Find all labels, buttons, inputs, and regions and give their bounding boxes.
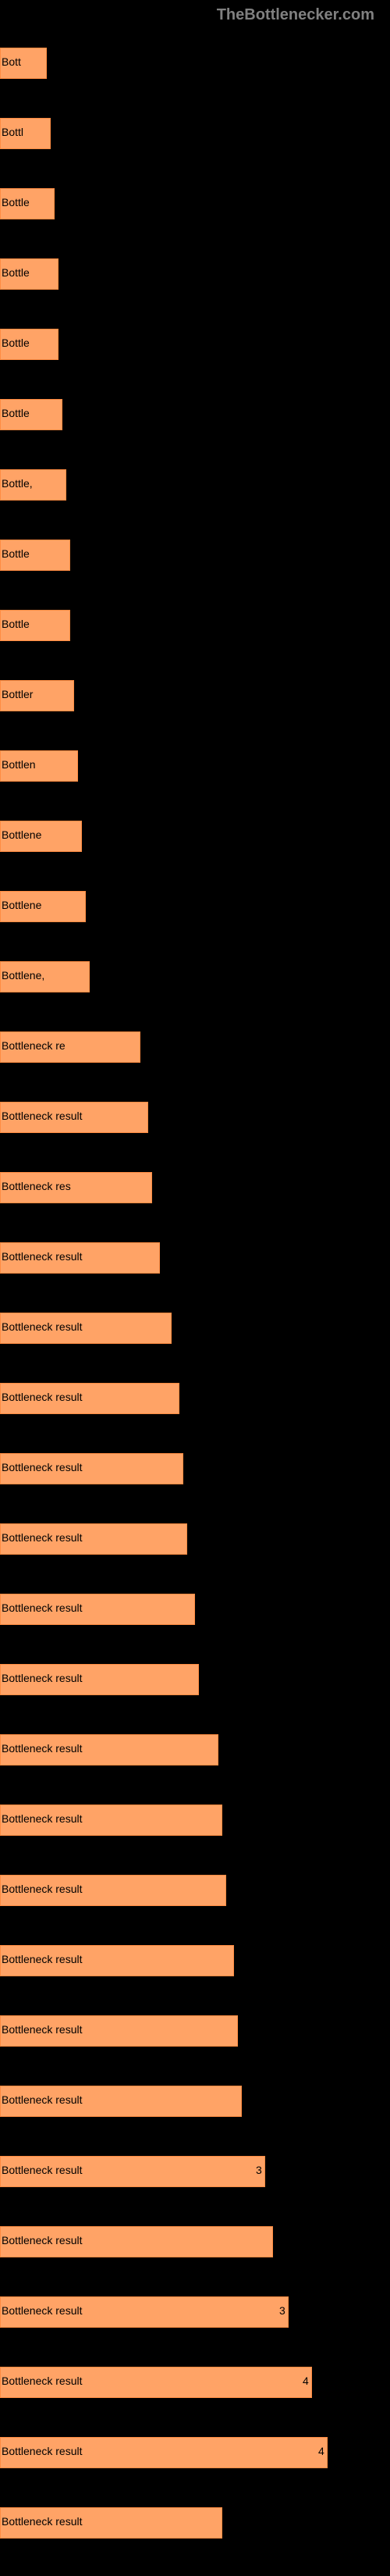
bar-label: Bottleneck result: [2, 2445, 83, 2457]
bar-row: Bottleneck result: [0, 1584, 390, 1655]
bar-label: Bottle: [2, 266, 30, 279]
bar-label: Bott: [2, 55, 21, 68]
bar-row: Bottleneck result: [0, 1514, 390, 1584]
bar-label: Bottleneck result: [2, 1883, 83, 1895]
bar-row: Bottleneck result 3: [0, 2287, 390, 2357]
bar-label: Bottleneck result: [2, 1320, 83, 1333]
bar-row: Bottleneck result: [0, 1303, 390, 1374]
bar-label: Bottleneck result: [2, 1812, 83, 1825]
bar-row: Bottleneck result: [0, 1936, 390, 2006]
bar-label: Bottleneck result: [2, 2375, 83, 2387]
bar-row: Bottleneck result: [0, 2076, 390, 2147]
bar-value: 4: [303, 2375, 309, 2387]
bar-row: Bottleneck result: [0, 1374, 390, 1444]
bar-value: 3: [279, 2304, 285, 2317]
bar-label: Bottleneck result: [2, 1110, 83, 1122]
bar-row: Bottle: [0, 319, 390, 390]
bar-row: Bottleneck result: [0, 2217, 390, 2287]
bar-row: Bottleneck result: [0, 1092, 390, 1163]
bar-row: Bottl: [0, 109, 390, 179]
bar-chart: Bott Bottl Bottle Bottle Bottle Bottle Bottle,…: [0, 30, 390, 2576]
bar-label: Bottle: [2, 337, 30, 349]
bar-row: Bottlene: [0, 811, 390, 882]
bar-label: Bottleneck result: [2, 2164, 83, 2176]
bar-row: Bottleneck result 3: [0, 2147, 390, 2217]
bar-row: Bottleneck result: [0, 1865, 390, 1936]
bar-label: Bottlene,: [2, 969, 44, 982]
bar-label: Bottlene: [2, 899, 41, 911]
bar-label: Bottle: [2, 407, 30, 419]
bar-row: Bott: [0, 38, 390, 109]
bar-row: Bottlen: [0, 741, 390, 811]
bar-label: Bottleneck result: [2, 2093, 83, 2106]
bar-row: Bottleneck result: [0, 2498, 390, 2568]
bar-row: Bottleneck result 4: [0, 2428, 390, 2498]
bar-row: Bottle: [0, 530, 390, 600]
bar-label: Bottleneck re: [2, 1039, 66, 1052]
bar-value: 4: [318, 2445, 324, 2457]
bar-row: Bottler: [0, 671, 390, 741]
site-header: TheBottlenecker.com: [0, 0, 390, 30]
bar-label: Bottleneck result: [2, 2023, 83, 2036]
bar-label: Bottleneck result: [2, 2304, 83, 2317]
bar-label: Bottleneck result: [2, 1672, 83, 1684]
site-title: TheBottlenecker.com: [217, 6, 374, 23]
bar-label: Bottleneck result: [2, 1742, 83, 1755]
bar-row: Bottle: [0, 390, 390, 460]
bar-row: Bottleneck res: [0, 1163, 390, 1233]
bar-row: Bottleneck result: [0, 1655, 390, 1725]
bar-label: Bottle: [2, 618, 30, 630]
bar-row: Bottleneck result 4: [0, 2357, 390, 2428]
bar-row: Bottleneck result: [0, 1795, 390, 1865]
bar-row: Bottlene: [0, 882, 390, 952]
bar-label: Bottleneck result: [2, 1602, 83, 1614]
bar-label: Bottleneck result: [2, 1531, 83, 1544]
bar-label: Bottle: [2, 196, 30, 208]
bar-row: Bottle: [0, 179, 390, 249]
bar-label: Bottleneck res: [2, 1180, 71, 1192]
bar-label: Bottleneck result: [2, 1250, 83, 1263]
bar-label: Bottle: [2, 547, 30, 560]
bar-label: Bottl: [2, 126, 23, 138]
bar-row: Bottle: [0, 249, 390, 319]
bar-row: Bottlene,: [0, 952, 390, 1022]
bar-label: Bottlene: [2, 828, 41, 841]
bar-row: Bottle,: [0, 460, 390, 530]
bar-row: Bottleneck result: [0, 1725, 390, 1795]
bar-value: 3: [256, 2164, 262, 2176]
bar-row: Bottle: [0, 600, 390, 671]
bar-row: Bottleneck result: [0, 1444, 390, 1514]
bar-label: Bottleneck result: [2, 1391, 83, 1403]
bar-label: Bottleneck result: [2, 2515, 83, 2528]
bar-label: Bottleneck result: [2, 1461, 83, 1473]
bar-label: Bottle,: [2, 477, 33, 490]
bar-label: Bottler: [2, 688, 33, 700]
bar-label: Bottlen: [2, 758, 36, 771]
bar-row: Bottleneck re: [0, 1022, 390, 1092]
bar-label: Bottleneck result: [2, 2234, 83, 2246]
bar-label: Bottleneck result: [2, 1953, 83, 1965]
bar-row: Bottleneck result: [0, 2006, 390, 2076]
bar-row: Bottleneck result: [0, 1233, 390, 1303]
